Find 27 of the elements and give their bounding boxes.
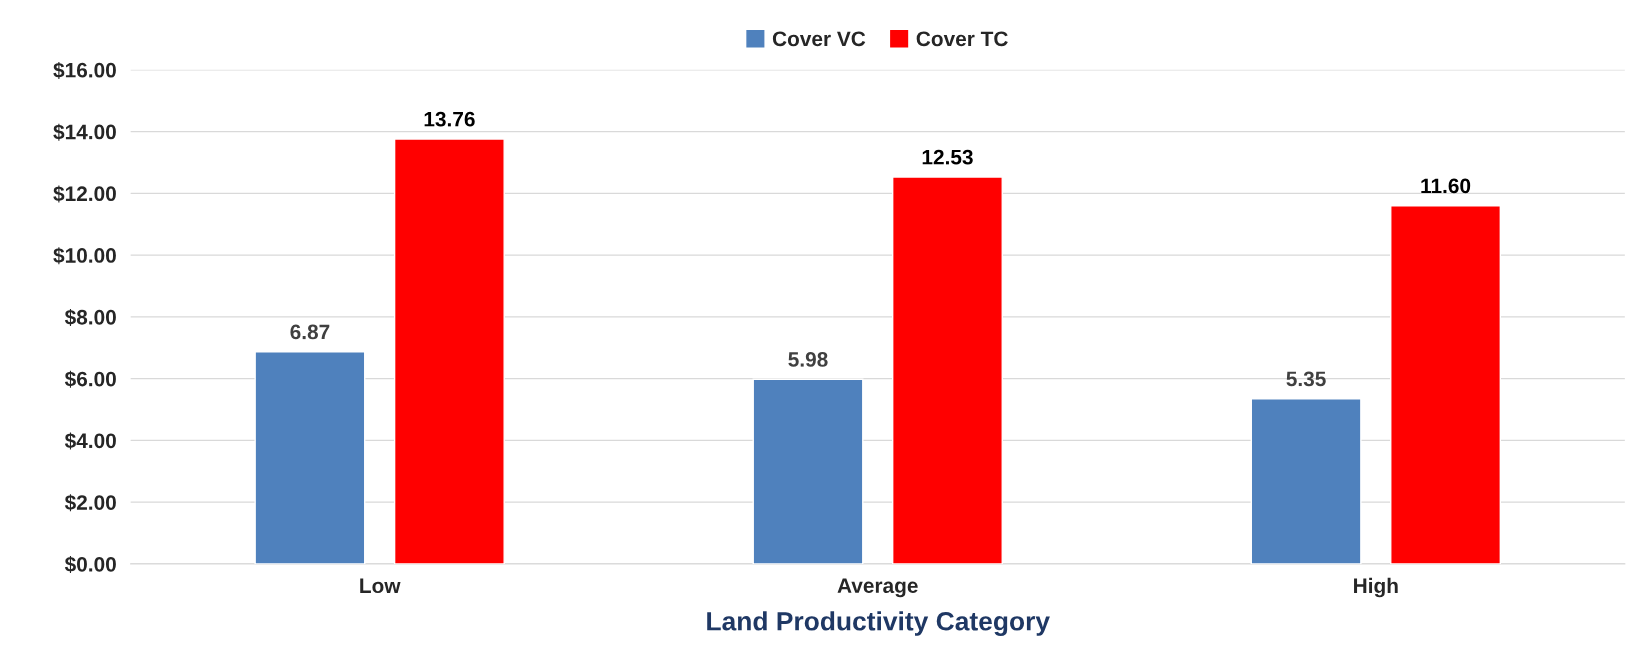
bar bbox=[393, 138, 505, 564]
data-label: 12.53 bbox=[922, 149, 973, 165]
data-label: 5.35 bbox=[1286, 371, 1326, 387]
y-tick-label: $4.00 bbox=[64, 432, 116, 450]
data-label: 6.87 bbox=[290, 324, 330, 340]
data-label: 11.60 bbox=[1421, 178, 1471, 194]
y-tick-label: $0.00 bbox=[64, 556, 116, 574]
x-tick-label: High bbox=[1354, 577, 1398, 598]
bar bbox=[1250, 398, 1362, 564]
x-tick-label: Low bbox=[360, 578, 401, 594]
bar bbox=[1390, 205, 1502, 564]
x-tick-label: Average bbox=[837, 578, 918, 598]
data-label: 13.76 bbox=[424, 111, 475, 127]
y-tick-label: $12.00 bbox=[53, 185, 116, 203]
y-tick-label: $2.00 bbox=[64, 494, 116, 512]
bar bbox=[254, 351, 366, 564]
y-tick-label: $14.00 bbox=[53, 123, 116, 141]
data-label: 5.98 bbox=[788, 352, 828, 367]
legend-label: Cover TC bbox=[916, 31, 1008, 47]
x-axis-title: Land Productivity Category bbox=[707, 611, 1050, 636]
y-tick-label: $16.00 bbox=[53, 61, 116, 79]
y-tick-label: $8.00 bbox=[64, 308, 116, 326]
bar bbox=[891, 176, 1003, 564]
bar bbox=[752, 378, 864, 564]
legend-label: Cover VC bbox=[772, 31, 866, 47]
y-tick-label: $6.00 bbox=[64, 370, 116, 388]
y-tick-label: $10.00 bbox=[53, 247, 116, 265]
